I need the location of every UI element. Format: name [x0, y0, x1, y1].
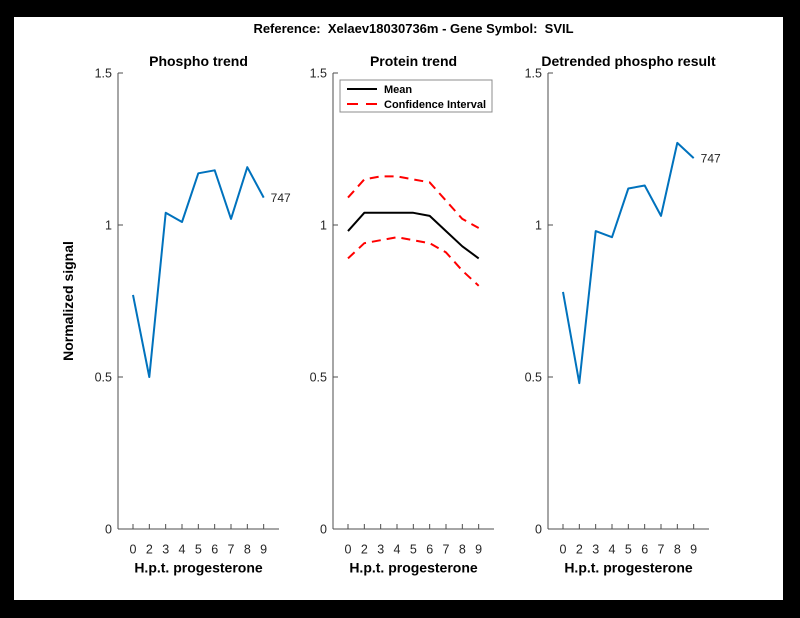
y-tick-label: 0.5: [525, 371, 542, 385]
x-tick-label: 3: [377, 543, 384, 557]
y-axis-label: Normalized signal: [60, 241, 76, 361]
x-tick-label: 3: [162, 543, 169, 557]
series-line-confidence-interval-lower: [347, 236, 480, 287]
x-axis-label: H.p.t. progesterone: [134, 560, 263, 576]
x-tick-label: 0: [345, 543, 352, 557]
x-tick-label: 2: [576, 543, 583, 557]
series-end-label: 747: [701, 152, 721, 166]
x-tick-label: 4: [609, 543, 616, 557]
x-tick-label: 6: [641, 543, 648, 557]
x-tick-label: 6: [211, 543, 218, 557]
y-tick-label: 0.5: [310, 371, 327, 385]
x-tick-label: 8: [244, 543, 251, 557]
x-tick-label: 8: [459, 543, 466, 557]
x-tick-label: 5: [625, 543, 632, 557]
series-line-phospho-747: [132, 166, 265, 378]
legend-label-mean: Mean: [384, 84, 412, 96]
x-tick-label: 5: [410, 543, 417, 557]
x-tick-label: 0: [560, 543, 567, 557]
legend: Mean Confidence Interval: [339, 79, 493, 113]
x-tick-label: 5: [195, 543, 202, 557]
figure-canvas: Reference: Xelaev18030736m - Gene Symbol…: [14, 17, 783, 600]
x-tick-label: 7: [658, 543, 665, 557]
y-tick-label: 1: [535, 219, 542, 233]
x-tick-label: 7: [443, 543, 450, 557]
figure-title: Reference: Xelaev18030736m - Gene Symbol…: [253, 21, 574, 36]
x-tick-label: 9: [475, 543, 482, 557]
x-tick-label: 9: [260, 543, 267, 557]
y-tick-label: 1: [105, 219, 112, 233]
subplot-title: Protein trend: [370, 53, 457, 69]
series-line-detrended-phospho-747: [562, 141, 695, 385]
y-tick-label: 0: [535, 523, 542, 537]
y-tick-label: 1: [320, 219, 327, 233]
subplot-title: Phospho trend: [149, 53, 248, 69]
y-tick-label: 1.5: [525, 67, 542, 81]
y-tick-label: 0.5: [95, 371, 112, 385]
x-tick-label: 0: [130, 543, 137, 557]
x-axis-label: H.p.t. progesterone: [349, 560, 478, 576]
x-tick-label: 2: [146, 543, 153, 557]
y-tick-label: 0: [320, 523, 327, 537]
series-line-confidence-interval-upper: [347, 175, 480, 229]
x-tick-label: 4: [179, 543, 186, 557]
series-end-label: 747: [271, 191, 291, 205]
x-tick-label: 2: [361, 543, 368, 557]
x-tick-label: 6: [426, 543, 433, 557]
subplot-title: Detrended phospho result: [541, 53, 716, 69]
x-tick-label: 7: [228, 543, 235, 557]
x-tick-label: 9: [690, 543, 697, 557]
series-line-mean: [347, 211, 480, 260]
x-tick-label: 3: [592, 543, 599, 557]
x-tick-label: 4: [394, 543, 401, 557]
legend-label-confidence-interval: Confidence Interval: [384, 99, 486, 111]
legend-box: [339, 79, 493, 113]
y-tick-label: 1.5: [95, 67, 112, 81]
x-axis-label: H.p.t. progesterone: [564, 560, 693, 576]
y-tick-label: 1.5: [310, 67, 327, 81]
y-tick-label: 0: [105, 523, 112, 537]
x-tick-label: 8: [674, 543, 681, 557]
